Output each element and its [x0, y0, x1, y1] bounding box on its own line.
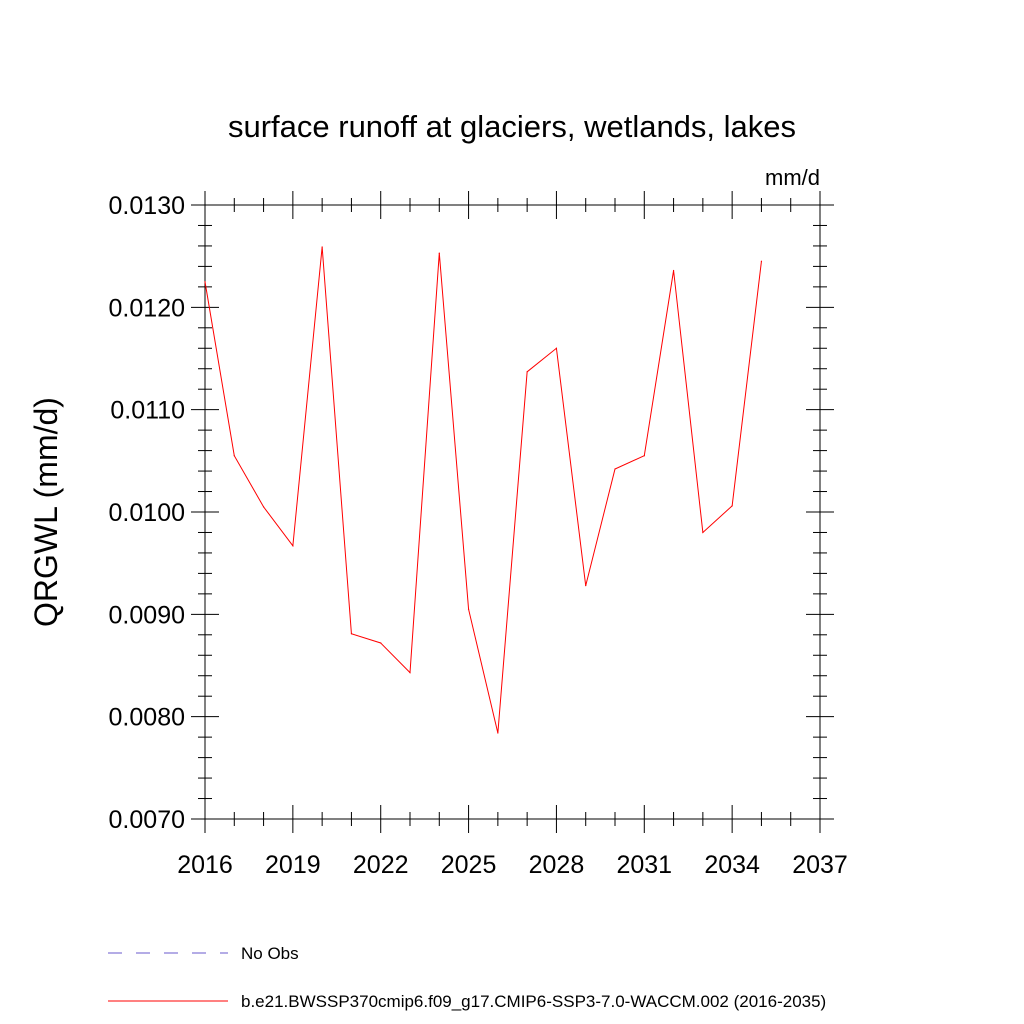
data-point — [702, 531, 704, 534]
data-point — [292, 545, 294, 547]
data-point — [585, 585, 587, 587]
y-axis-ticks: 0.0070 0.0080 0.0090 0.0100 0.0110 0.0120 0.01… — [109, 192, 834, 834]
y-tick-label: 0.0080 — [109, 704, 185, 732]
data-point — [350, 633, 353, 635]
x-axis-ticks: 2016 2019 2022 2025 2028 2031 2034 2037 — [177, 191, 848, 879]
data-point — [262, 506, 265, 508]
data-point — [409, 672, 411, 674]
legend-label-no-obs: No Obs — [241, 944, 299, 963]
plot-frame — [204, 204, 821, 820]
legend-label-model-run: b.e21.BWSSP370cmip6.f09_g17.CMIP6-SSP3-7… — [241, 992, 826, 1011]
chart-title: surface runoff at glaciers, wetlands, la… — [228, 109, 796, 144]
data-point — [672, 269, 675, 272]
data-point — [731, 505, 733, 507]
y-axis-label: QRGWL (mm/d) — [28, 397, 64, 627]
data-point — [380, 642, 382, 644]
data-point — [497, 732, 499, 734]
y-tick-label: 0.0090 — [109, 601, 185, 629]
legend: No Obs b.e21.BWSSP370cmip6.f09_g17.CMIP6… — [108, 944, 826, 1011]
x-tick-label: 2025 — [441, 851, 497, 879]
y-tick-label: 0.0110 — [110, 397, 185, 425]
data-point — [204, 281, 206, 283]
data-point — [321, 246, 323, 248]
y-tick-label: 0.0130 — [109, 192, 185, 220]
units-label: mm/d — [765, 165, 820, 190]
data-point — [614, 468, 616, 470]
x-tick-label: 2037 — [792, 851, 848, 879]
y-tick-label: 0.0070 — [109, 806, 185, 834]
data-point — [233, 455, 235, 457]
series-line — [204, 246, 762, 734]
x-tick-label: 2034 — [704, 851, 760, 879]
x-tick-label: 2022 — [353, 851, 409, 879]
x-tick-label: 2031 — [616, 851, 672, 879]
data-point — [467, 608, 470, 610]
data-point — [438, 252, 440, 254]
data-point — [643, 455, 645, 457]
x-tick-label: 2019 — [265, 851, 321, 879]
y-tick-label: 0.0100 — [109, 499, 185, 527]
y-tick-label: 0.0120 — [109, 294, 185, 322]
data-point — [760, 260, 763, 262]
data-point — [555, 347, 558, 349]
series-lines — [204, 246, 763, 734]
x-tick-label: 2028 — [529, 851, 585, 879]
x-tick-label: 2016 — [177, 851, 233, 879]
data-point — [526, 371, 528, 373]
